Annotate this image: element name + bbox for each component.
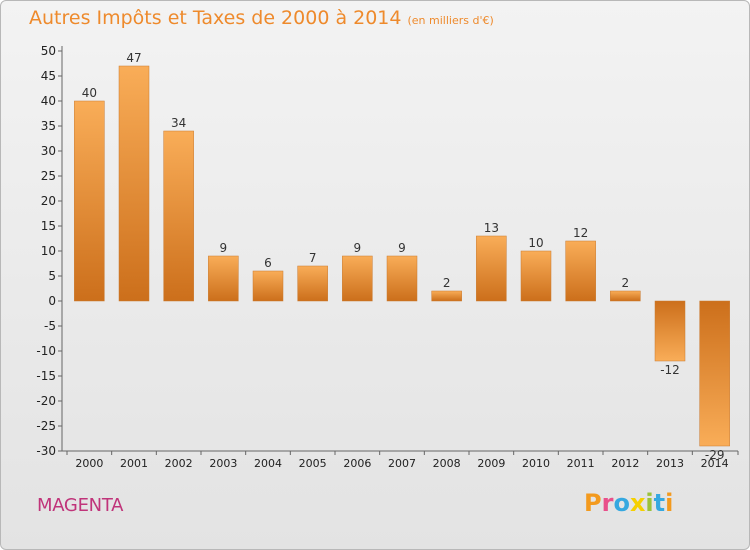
logo-letter: x <box>629 489 646 517</box>
logo-letter: o <box>613 489 630 517</box>
y-tick-label: 45 <box>41 69 56 83</box>
bar-2005 <box>297 265 328 302</box>
value-label: 12 <box>573 226 588 240</box>
bar-2014 <box>699 300 730 447</box>
place-name: MAGENTA <box>37 495 124 516</box>
y-tick-label: 30 <box>41 144 56 158</box>
value-label: 6 <box>264 256 272 270</box>
y-tick-label: -5 <box>44 319 56 333</box>
y-tick-label: 20 <box>41 194 56 208</box>
value-label: 13 <box>484 221 499 235</box>
title-row: Autres Impôts et Taxes de 2000 à 2014 (en… <box>29 7 494 29</box>
y-tick-label: 40 <box>41 94 56 108</box>
y-tick-label: 50 <box>41 44 56 58</box>
bar-2007 <box>386 255 418 302</box>
bar-2000 <box>74 100 105 302</box>
y-tick-label: 0 <box>48 294 56 308</box>
x-tick-label: 2001 <box>120 457 148 470</box>
bar-2002 <box>163 130 194 302</box>
chart-unit: (en milliers d'€) <box>407 14 494 27</box>
x-tick-label: 2011 <box>567 457 595 470</box>
bar-2006 <box>342 255 373 302</box>
bar-2011 <box>565 240 596 302</box>
x-tick-label: 2014 <box>701 457 729 470</box>
value-label: 2 <box>622 276 630 290</box>
y-tick-label: 10 <box>41 244 56 258</box>
y-tick-label: -30 <box>36 444 56 458</box>
value-label: -12 <box>660 363 680 377</box>
logo-letter: r <box>601 489 614 517</box>
x-tick-label: 2008 <box>433 457 461 470</box>
bar-2009 <box>476 235 507 302</box>
value-label: 34 <box>171 116 186 130</box>
value-label: 2 <box>443 276 451 290</box>
value-label: 10 <box>528 236 543 250</box>
y-tick-label: 35 <box>41 119 56 133</box>
bar-2004 <box>252 270 284 302</box>
value-label: 9 <box>398 241 406 255</box>
logo-letter: P <box>584 489 602 517</box>
y-tick-label: -10 <box>36 344 56 358</box>
label-layer: 40 47 34 9 6 7 9 9 2 13 10 12 2 -12 -29 <box>82 51 725 462</box>
logo-letter: t <box>653 489 666 517</box>
x-tick-label: 2004 <box>254 457 282 470</box>
value-label: 40 <box>82 86 97 100</box>
y-tick-label: 25 <box>41 169 56 183</box>
x-tick-label: 2002 <box>165 457 193 470</box>
bar-2003 <box>208 255 239 302</box>
x-tick-label: 2003 <box>209 457 237 470</box>
x-tick-label: 2000 <box>75 457 103 470</box>
bar-2010 <box>520 250 552 302</box>
value-label: 9 <box>220 241 228 255</box>
x-tick-label: 2009 <box>477 457 505 470</box>
x-tick-label: 2010 <box>522 457 550 470</box>
value-label: 7 <box>309 251 317 265</box>
y-tick-label: -15 <box>36 369 56 383</box>
x-tick-label: 2007 <box>388 457 416 470</box>
y-tick-label: -25 <box>36 419 56 433</box>
chart-title: Autres Impôts et Taxes de 2000 à 2014 <box>29 7 402 29</box>
bar-2013 <box>654 300 686 362</box>
y-tick-label: 15 <box>41 219 56 233</box>
y-tick-label: -20 <box>36 394 56 408</box>
x-tick-label: 2005 <box>299 457 327 470</box>
bar-2008 <box>431 290 462 302</box>
value-label: 47 <box>126 51 141 65</box>
value-label: 9 <box>354 241 362 255</box>
x-tick-label: 2006 <box>343 457 371 470</box>
proxiti-logo[interactable]: Proxiti <box>584 489 673 517</box>
y-tick-label: 5 <box>48 269 56 283</box>
bar-2012 <box>610 290 641 302</box>
logo-letter: i <box>645 489 654 517</box>
bar-2001 <box>118 65 150 302</box>
logo-letter: i <box>665 489 674 517</box>
axis-layer: 50454035302520151050-5-10-15-20-25-30200… <box>36 44 739 470</box>
value-label: -29 <box>705 448 725 462</box>
x-tick-label: 2012 <box>611 457 639 470</box>
bar-layer <box>74 65 730 447</box>
x-tick-label: 2013 <box>656 457 684 470</box>
